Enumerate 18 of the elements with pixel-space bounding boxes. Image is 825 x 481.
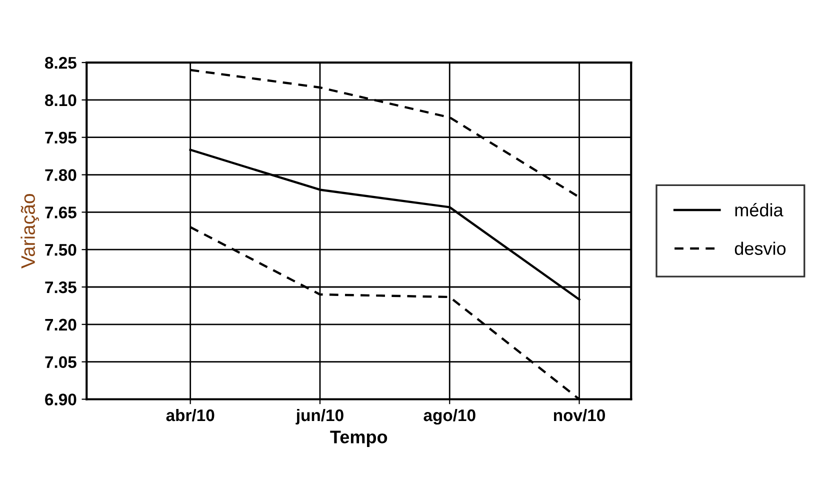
y-tick-label: 8.25	[44, 56, 76, 69]
y-tick-label: 6.90	[45, 394, 76, 406]
y-tick-label: 8.10	[44, 94, 76, 106]
y-tick-label: 7.65	[45, 206, 76, 218]
x-tick-label: nov/10	[554, 408, 605, 422]
y-axis-title: Variação	[20, 194, 39, 268]
y-tick-label: 7.20	[45, 318, 76, 331]
legend-label: média	[735, 203, 784, 216]
y-tick-label: 7.95	[45, 132, 76, 144]
legend-label: desvio	[734, 242, 786, 255]
y-tick-label: 7.50	[45, 244, 76, 256]
y-tick-label: 7.35	[45, 281, 76, 294]
x-tick-label: abr/10	[166, 408, 214, 422]
x-tick-label: jun/10	[296, 408, 344, 424]
x-axis-title: Tempo	[330, 430, 388, 447]
y-tick-label: 7.05	[45, 356, 76, 368]
y-tick-label: 7.80	[45, 169, 76, 181]
x-tick-label: ago/10	[424, 408, 476, 425]
